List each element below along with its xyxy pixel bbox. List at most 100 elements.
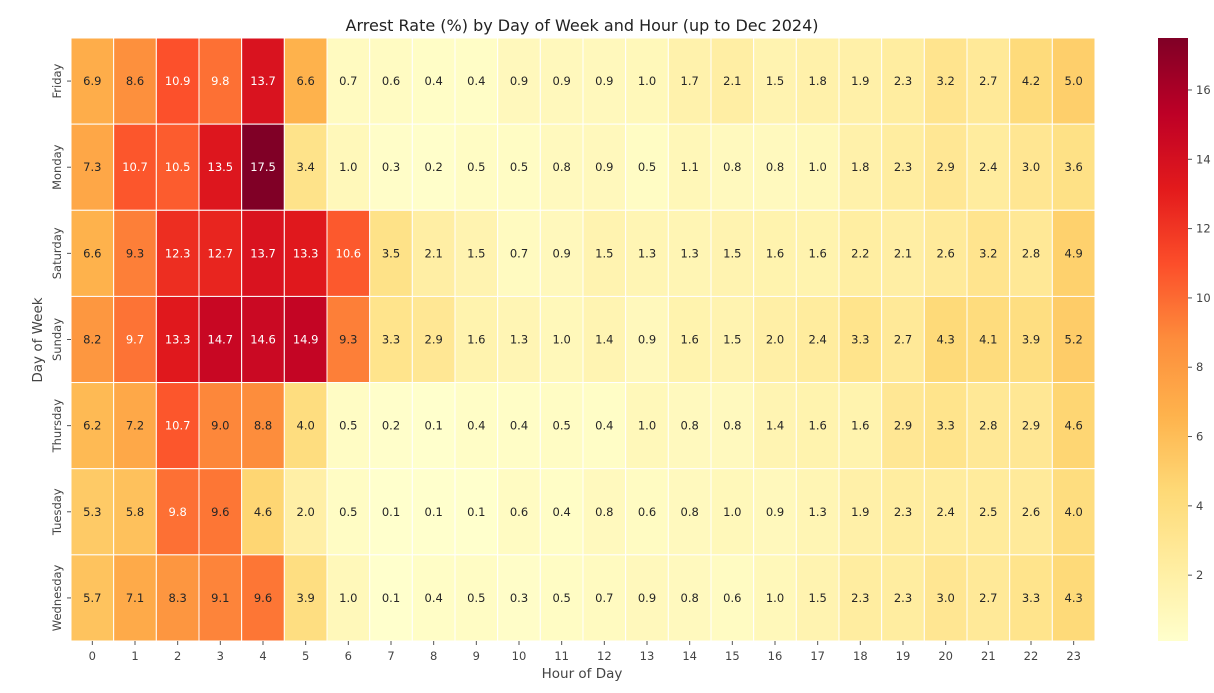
cell-value-label: 3.3	[851, 333, 869, 347]
cell-value-label: 0.6	[382, 74, 400, 88]
colorbar-ticks: 2 4 6 8 10 12 14 16	[1188, 83, 1211, 582]
cell-value-label: 8.6	[126, 74, 144, 88]
cell-value-label: 0.8	[723, 419, 741, 433]
cell-value-label: 14.6	[250, 333, 276, 347]
cell-value-label: 0.9	[595, 74, 613, 88]
cell-value-label: 0.3	[382, 160, 400, 174]
cell-value-label: 4.2	[1022, 74, 1040, 88]
heatmap-cell	[582, 123, 627, 211]
heatmap-cell	[198, 295, 243, 384]
x-tick-label: 4	[259, 649, 266, 663]
cell-value-label: 1.6	[809, 246, 827, 260]
heatmap-cell	[582, 295, 627, 384]
heatmap-cell	[1051, 37, 1096, 125]
x-tick-label: 15	[725, 649, 740, 663]
cell-value-label: 0.6	[723, 591, 741, 605]
cell-value-label: 6.9	[83, 74, 101, 88]
cell-value-label: 1.0	[638, 419, 656, 433]
cell-value-label: 0.4	[425, 74, 443, 88]
heatmap-cell	[966, 295, 1011, 384]
heatmap-cell	[539, 554, 584, 642]
heatmap-cell	[582, 554, 627, 642]
cell-value-label: 1.9	[851, 505, 869, 519]
x-tick-label: 0	[89, 649, 96, 663]
cell-value-label: 1.5	[809, 591, 827, 605]
heatmap-cell	[241, 123, 285, 211]
heatmap-cell	[838, 468, 883, 556]
cell-value-label: 1.1	[681, 160, 699, 174]
heatmap-cell	[795, 209, 840, 297]
heatmap-cell	[1051, 209, 1096, 297]
cell-value-label: 2.3	[894, 74, 912, 88]
cell-value-label: 1.0	[723, 505, 741, 519]
cell-value-label: 1.4	[766, 419, 784, 433]
heatmap-cell	[70, 37, 115, 125]
cell-value-label: 0.7	[595, 591, 613, 605]
cell-value-label: 0.5	[339, 505, 357, 519]
heatmap-cell	[710, 209, 755, 297]
cell-value-label: 13.7	[250, 246, 276, 260]
cell-value-label: 0.8	[595, 505, 613, 519]
y-tick-label: Monday	[50, 144, 64, 190]
cell-value-label: 1.5	[595, 246, 613, 260]
heatmap-cell	[326, 382, 371, 470]
x-tick-label: 3	[217, 649, 224, 663]
heatmap-cell	[838, 382, 883, 470]
heatmap-cell	[625, 468, 669, 556]
cell-value-label: 2.2	[851, 246, 869, 260]
heatmap-cell	[283, 382, 328, 470]
colorbar-tick-label: 16	[1196, 83, 1211, 97]
heatmap-cell	[198, 123, 243, 211]
cell-value-label: 3.0	[937, 591, 955, 605]
cell-value-label: 6.6	[297, 74, 315, 88]
heatmap-cell	[283, 554, 328, 642]
heatmap-cell	[411, 382, 456, 470]
cell-value-label: 2.1	[894, 246, 912, 260]
cell-value-label: 1.6	[809, 419, 827, 433]
heatmap-cell	[113, 382, 157, 470]
cell-value-label: 8.2	[83, 333, 101, 347]
heatmap-cell	[625, 382, 669, 470]
colorbar	[1158, 38, 1188, 641]
cell-value-label: 0.4	[467, 419, 485, 433]
cell-value-label: 13.7	[250, 74, 276, 88]
cell-value-label: 1.3	[809, 505, 827, 519]
colorbar-tick-label: 8	[1196, 360, 1203, 374]
heatmap-cell	[753, 295, 797, 384]
cell-value-label: 1.3	[510, 333, 528, 347]
y-tick-label: Sunday	[50, 318, 64, 361]
cell-value-label: 1.8	[851, 160, 869, 174]
cell-value-label: 9.8	[211, 74, 229, 88]
cell-value-label: 0.1	[382, 591, 400, 605]
cell-value-label: 5.2	[1065, 333, 1083, 347]
cell-value-label: 0.4	[467, 74, 485, 88]
cell-value-label: 2.8	[1022, 246, 1040, 260]
heatmap-cell	[753, 554, 797, 642]
heatmap-cell	[70, 209, 115, 297]
heatmap-cell	[753, 37, 797, 125]
cell-value-label: 3.3	[937, 419, 955, 433]
cell-value-label: 9.7	[126, 333, 144, 347]
heatmap-cell	[497, 382, 541, 470]
cell-value-label: 2.3	[851, 591, 869, 605]
heatmap-cell	[369, 468, 413, 556]
cell-value-label: 2.9	[425, 333, 443, 347]
heatmap-cell	[710, 37, 755, 125]
x-tick-label: 19	[896, 649, 911, 663]
heatmap-cell	[113, 468, 157, 556]
heatmap-cell	[155, 123, 200, 211]
heatmap-cell	[155, 468, 200, 556]
cell-value-label: 3.0	[1022, 160, 1040, 174]
cell-value-label: 14.9	[293, 333, 319, 347]
heatmap-cell	[155, 295, 200, 384]
heatmap-cell	[539, 123, 584, 211]
x-tick-label: 12	[597, 649, 612, 663]
cell-value-label: 10.7	[165, 419, 191, 433]
heatmap-cell	[838, 554, 883, 642]
cell-value-label: 0.8	[681, 591, 699, 605]
cell-value-label: 4.3	[1065, 591, 1083, 605]
heatmap-cell	[838, 295, 883, 384]
cell-value-label: 5.3	[83, 505, 101, 519]
heatmap-cell	[1051, 468, 1096, 556]
y-tick-label: Thursday	[50, 399, 64, 454]
